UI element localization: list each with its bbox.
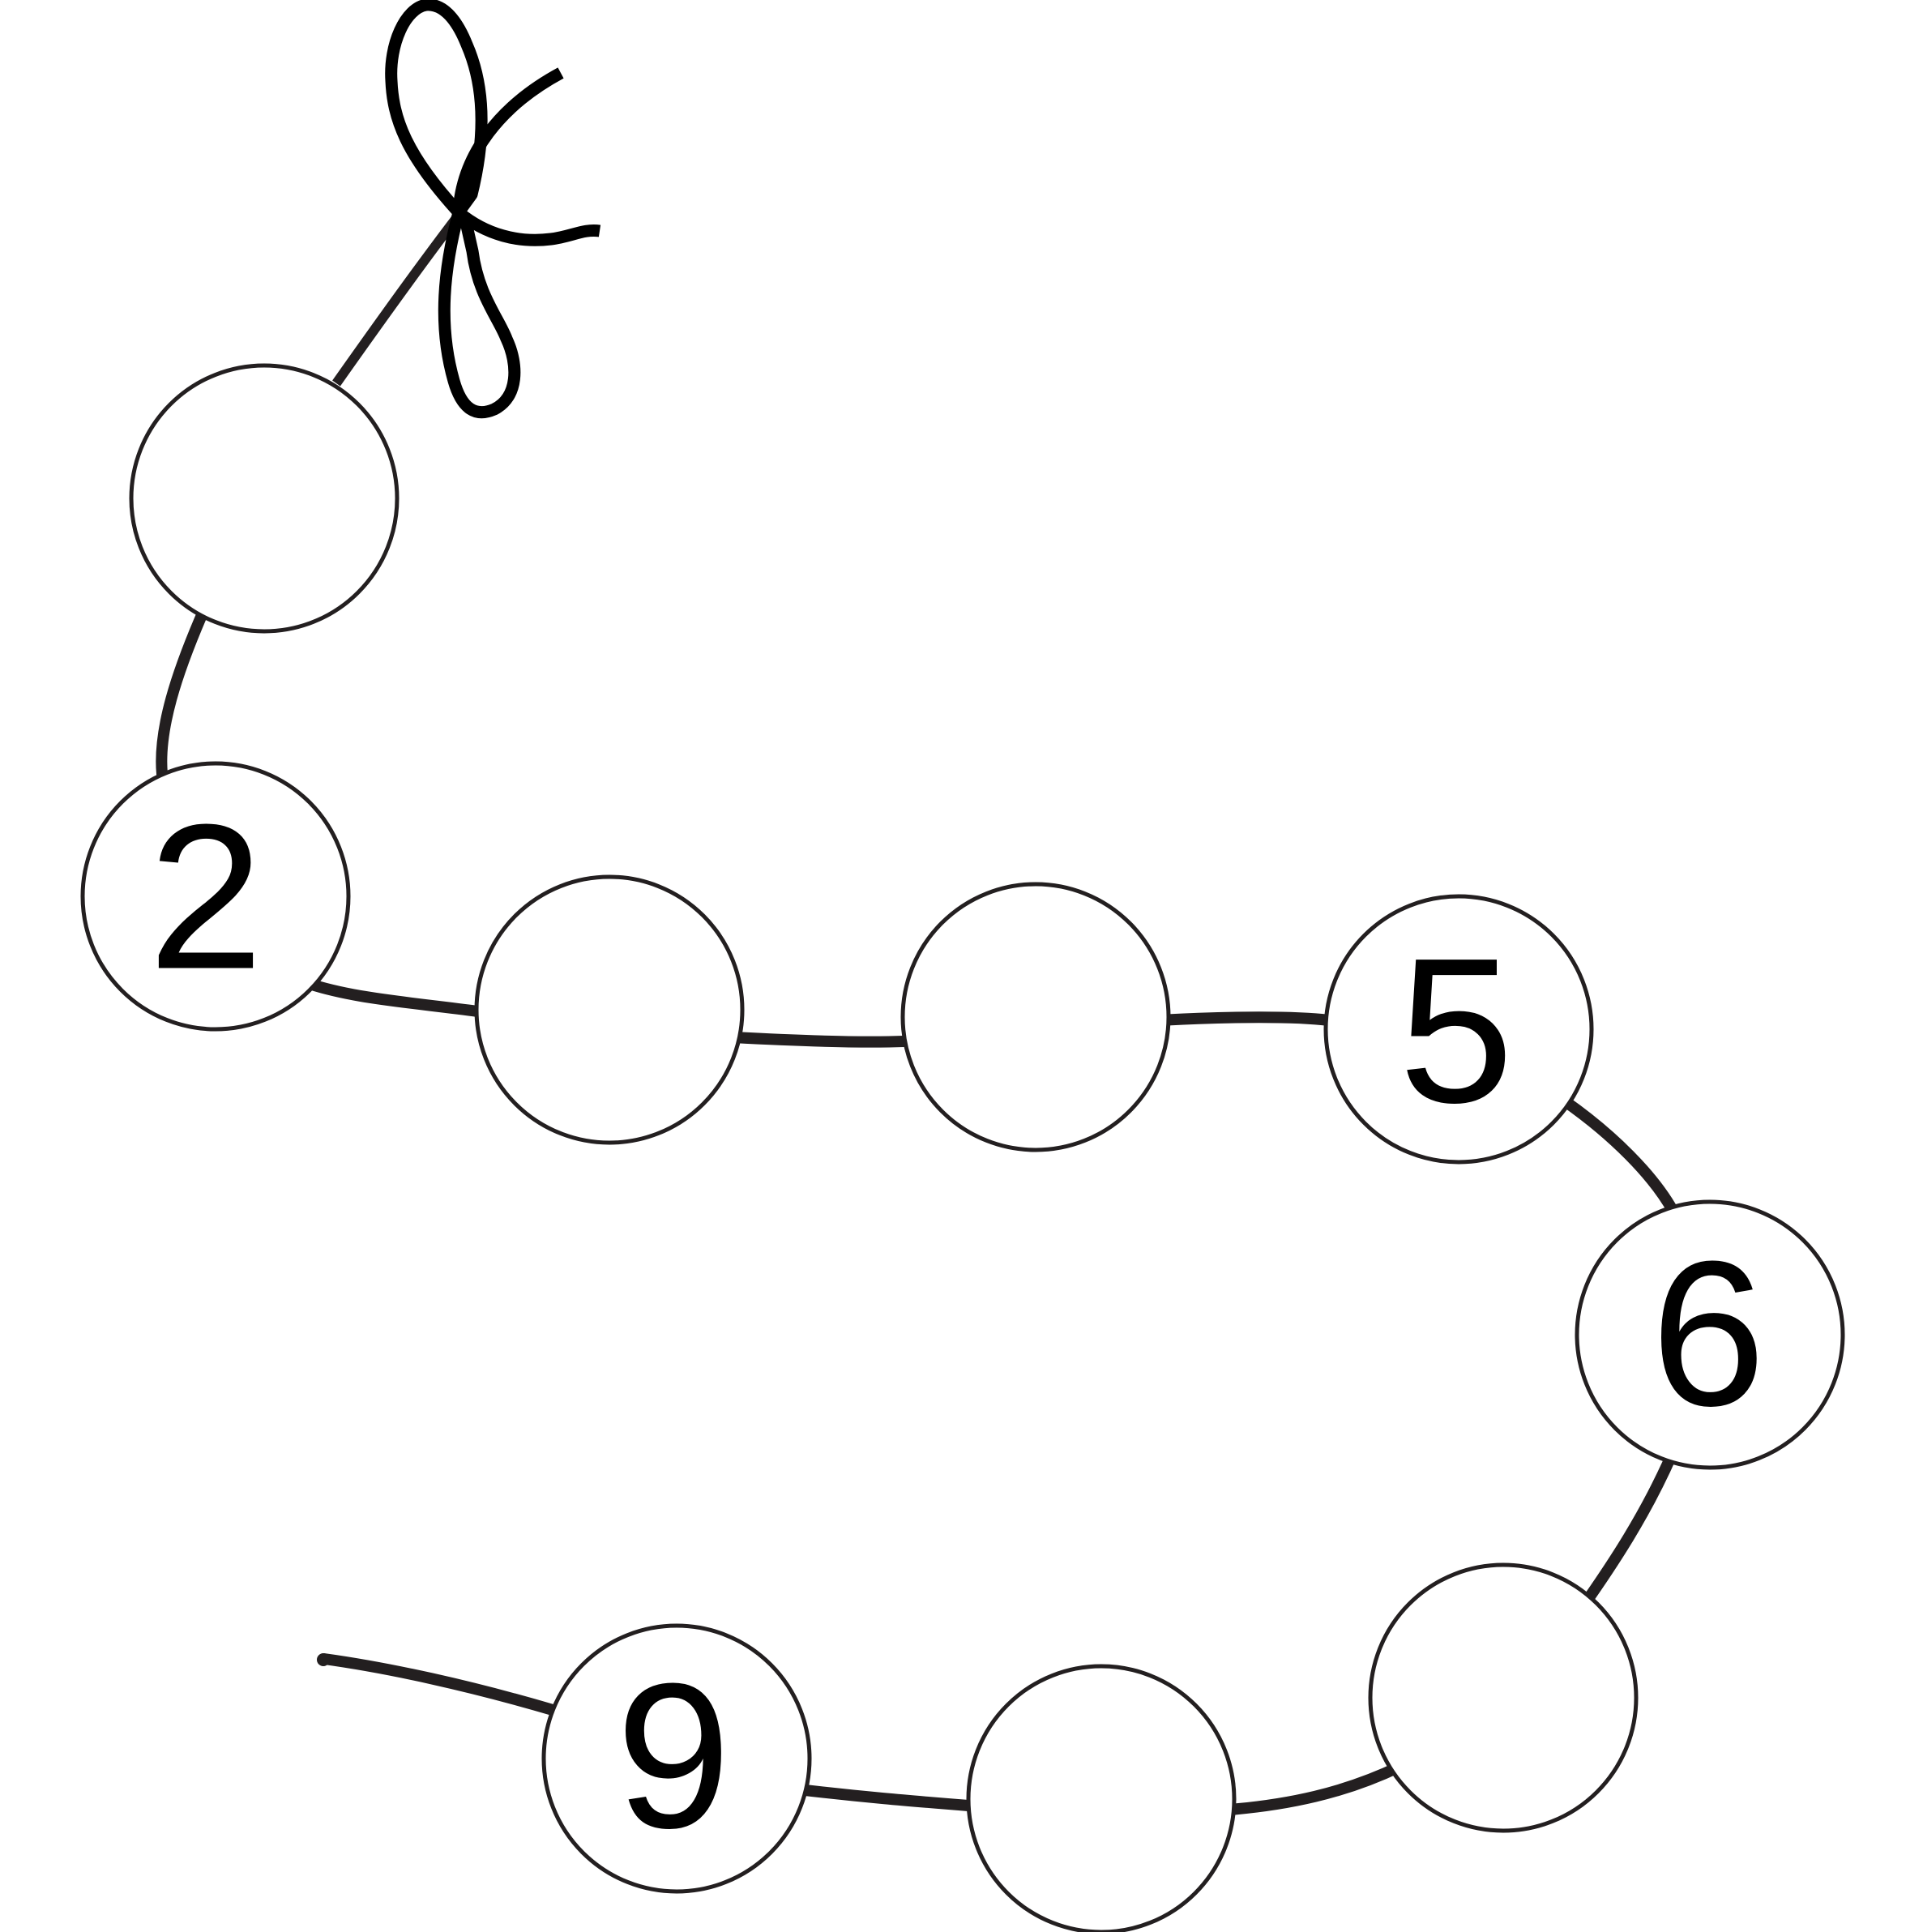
bead-3-circle — [474, 874, 745, 1145]
string-segment-2-3 — [294, 975, 484, 1017]
string-segment-4-5 — [1153, 1011, 1335, 1026]
bead-6: 6 — [1575, 1199, 1845, 1470]
bead-2: 2 — [80, 761, 351, 1032]
bead-5-circle — [1323, 894, 1594, 1165]
bead-6-circle — [1575, 1199, 1845, 1470]
string-end-knot — [317, 1653, 330, 1666]
bead-9-circle — [541, 1623, 812, 1894]
bead-8 — [966, 1664, 1237, 1932]
bead-4-circle — [900, 882, 1171, 1152]
string-end-segment — [318, 1653, 558, 1716]
string-segment-8-9 — [793, 1784, 974, 1811]
bow — [385, 0, 601, 419]
bead-1-circle — [129, 363, 400, 634]
bead-5: 5 — [1323, 894, 1594, 1165]
bead-4 — [900, 882, 1171, 1152]
bead-8-circle — [966, 1664, 1237, 1932]
bow-left-loop — [385, 0, 488, 217]
string — [156, 207, 1679, 1816]
string-segment-5-6 — [1558, 1095, 1679, 1217]
bead-9-number: 9 — [616, 1641, 731, 1872]
bead-2-number: 2 — [148, 782, 263, 1013]
bead-3 — [474, 874, 745, 1145]
string-segment-3-4 — [728, 1032, 909, 1048]
bow-lower-loop — [438, 211, 521, 419]
bead-5-number: 5 — [1399, 916, 1514, 1147]
bow-right-tail — [455, 207, 601, 246]
bead-1 — [129, 363, 400, 634]
bow-upper-tail — [452, 67, 564, 213]
bead-9: 9 — [541, 1623, 812, 1894]
string-top-segment — [332, 207, 466, 387]
bead-7-circle — [1368, 1562, 1639, 1833]
string-segment-7-8 — [1214, 1761, 1405, 1816]
string-segment-6-7 — [1579, 1449, 1677, 1610]
bead-2-circle — [80, 761, 351, 1032]
bead-6-number: 6 — [1651, 1219, 1766, 1450]
bead-7 — [1368, 1562, 1639, 1833]
string-segment-1-2 — [156, 604, 210, 780]
